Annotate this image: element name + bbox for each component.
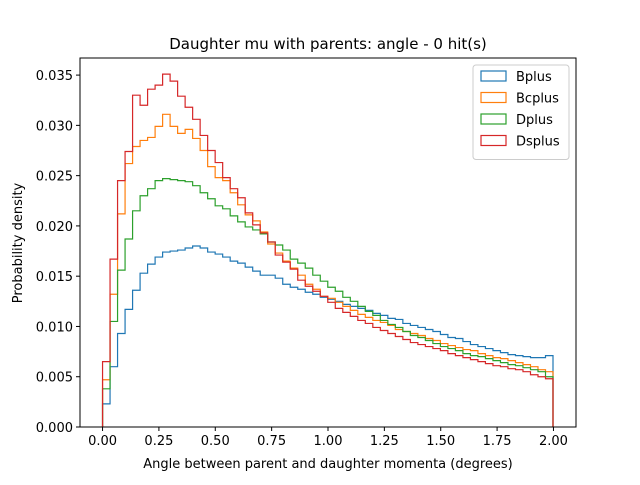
- y-tick-label: 0.025: [36, 170, 73, 185]
- y-axis-label: Probability density: [11, 182, 26, 303]
- y-tick-label: 0.010: [36, 320, 73, 335]
- chart-title: Daughter mu with parents: angle - 0 hit(…: [169, 35, 487, 53]
- x-tick-label: 0.00: [88, 434, 117, 449]
- series-line-dplus: [101, 178, 554, 427]
- legend-label-dsplus: Dsplus: [516, 135, 560, 150]
- y-tick-label: 0.035: [36, 69, 73, 84]
- x-axis-ticks: 0.00 0.25 0.50 0.75 1.00 1.25 1.50 1.75 2.00: [88, 427, 568, 449]
- x-axis-label: Angle between parent and daughter moment…: [143, 457, 513, 472]
- x-tick-label: 1.00: [314, 434, 343, 449]
- legend-swatch-bcplus: [480, 91, 507, 104]
- legend-label-bcplus: Bcplus: [516, 92, 559, 107]
- x-tick-label: 1.50: [426, 434, 455, 449]
- x-tick-label: 0.25: [144, 434, 173, 449]
- plot-series: [101, 73, 554, 427]
- x-tick-label: 1.75: [483, 434, 512, 449]
- y-tick-label: 0.005: [36, 371, 73, 386]
- y-axis-ticks: 0.000 0.005 0.010 0.015 0.020 0.025 0.030 0.035: [36, 69, 80, 436]
- y-tick-label: 0.030: [36, 119, 73, 134]
- legend-swatch-dsplus: [480, 134, 507, 147]
- x-tick-label: 2.00: [539, 434, 568, 449]
- y-tick-label: 0.020: [36, 220, 73, 235]
- legend-swatch-bplus: [480, 70, 507, 82]
- plot-frame: [79, 57, 577, 428]
- legend-swatch-dplus: [480, 113, 507, 125]
- x-tick-label: 0.75: [257, 434, 286, 449]
- legend-label-bplus: Bplus: [516, 70, 552, 85]
- x-tick-label: 0.50: [201, 434, 230, 449]
- series-line-dsplus: [101, 73, 554, 427]
- legend: Bplus Bcplus Dplus Dsplus: [472, 64, 570, 160]
- y-tick-label: 0.015: [36, 270, 73, 285]
- x-tick-label: 1.25: [370, 434, 399, 449]
- legend-label-dplus: Dplus: [516, 113, 553, 128]
- y-tick-label: 0.000: [36, 421, 73, 436]
